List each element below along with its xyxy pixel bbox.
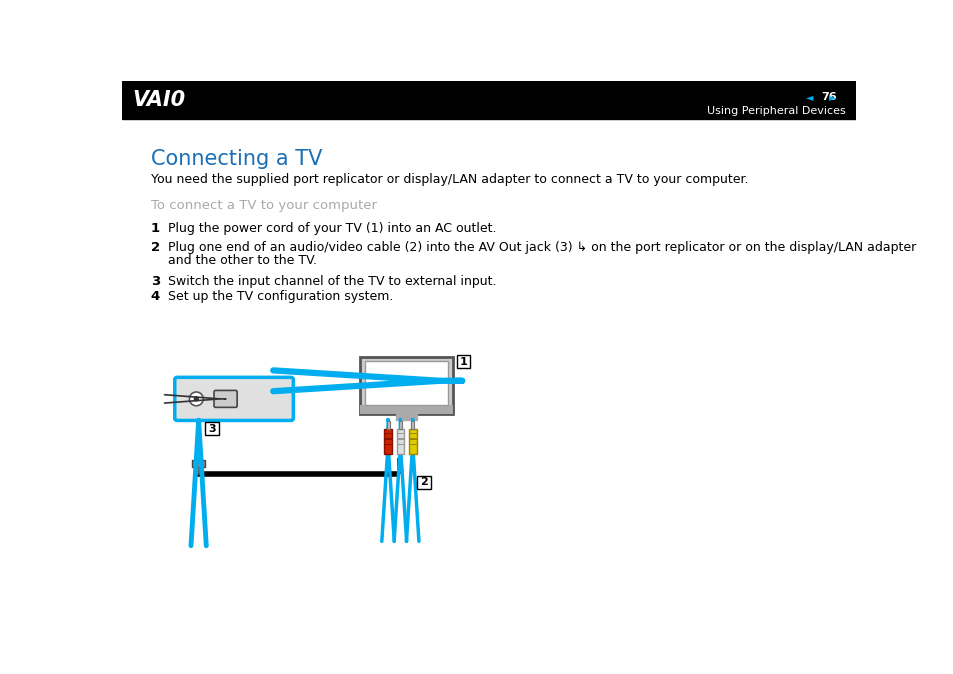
Bar: [205, 422, 218, 435]
Text: 2: 2: [420, 477, 428, 487]
Bar: [395, 414, 416, 420]
Text: You need the supplied port replicator or display/LAN adapter to connect a TV to : You need the supplied port replicator or…: [151, 173, 747, 186]
Bar: [409, 433, 416, 434]
Text: To connect a TV to your computer: To connect a TV to your computer: [151, 199, 376, 212]
Bar: [193, 460, 205, 466]
Circle shape: [194, 397, 198, 401]
Bar: [384, 438, 392, 439]
Bar: [409, 429, 416, 454]
Text: 76: 76: [820, 92, 836, 102]
Text: ►: ►: [828, 92, 835, 102]
Text: Set up the TV configuration system.: Set up the TV configuration system.: [168, 290, 393, 303]
Bar: [396, 443, 404, 445]
Bar: [416, 476, 431, 489]
Text: Connecting a TV: Connecting a TV: [151, 149, 322, 168]
Bar: [396, 429, 404, 454]
Bar: [398, 421, 401, 429]
Bar: [121, 81, 856, 119]
Text: 1: 1: [459, 357, 467, 367]
Text: Plug the power cord of your TV (1) into an AC outlet.: Plug the power cord of your TV (1) into …: [168, 222, 496, 235]
Bar: [386, 421, 389, 429]
Bar: [195, 466, 199, 474]
Text: VAI0: VAI0: [132, 90, 185, 110]
Bar: [396, 433, 404, 434]
Bar: [360, 357, 453, 415]
Text: 3: 3: [208, 423, 215, 433]
Circle shape: [190, 392, 203, 406]
Text: Using Peripheral Devices: Using Peripheral Devices: [706, 106, 844, 116]
FancyBboxPatch shape: [213, 390, 237, 407]
Text: 3: 3: [151, 275, 160, 288]
Text: ◄: ◄: [804, 92, 812, 102]
Bar: [456, 355, 470, 368]
Bar: [384, 443, 392, 445]
Bar: [411, 421, 414, 429]
Bar: [360, 405, 453, 415]
FancyBboxPatch shape: [174, 377, 293, 421]
Bar: [365, 361, 448, 405]
Bar: [384, 429, 392, 454]
Text: 1: 1: [151, 222, 160, 235]
Text: Plug one end of an audio/video cable (2) into the AV Out jack (3) ↳ on the port : Plug one end of an audio/video cable (2)…: [168, 241, 915, 254]
Text: Switch the input channel of the TV to external input.: Switch the input channel of the TV to ex…: [168, 275, 496, 288]
Bar: [409, 438, 416, 439]
Bar: [409, 443, 416, 445]
Text: 2: 2: [151, 241, 160, 254]
Text: and the other to the TV.: and the other to the TV.: [168, 254, 316, 267]
Bar: [396, 438, 404, 439]
Text: 4: 4: [151, 290, 160, 303]
Bar: [384, 433, 392, 434]
